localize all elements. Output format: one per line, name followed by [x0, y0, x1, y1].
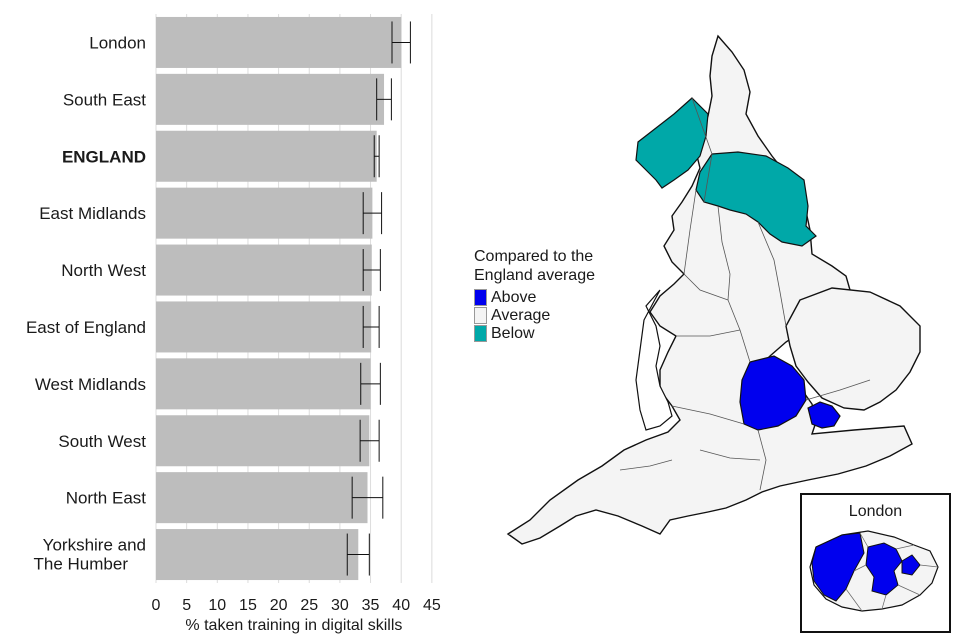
x-tick-label-2: 10 — [208, 597, 226, 614]
category-label-0: London — [89, 33, 146, 52]
bar-chart: London South East ENGLAND East Midlands Nort… — [26, 14, 441, 634]
x-tick-label-8: 40 — [392, 597, 410, 614]
bar-7 — [156, 415, 370, 467]
map-wales-gap — [635, 289, 673, 431]
legend-item-average: Average — [474, 306, 595, 324]
category-label-9: Yorkshire and The Humber — [34, 536, 146, 574]
category-label-3: East Midlands — [39, 204, 146, 223]
legend-title: Compared to the England average — [474, 247, 595, 285]
england-map — [506, 34, 921, 545]
legend-label-below: Below — [491, 324, 535, 342]
bar-2 — [156, 130, 377, 182]
bar-3 — [156, 187, 373, 239]
x-tick-label-4: 20 — [270, 597, 288, 614]
bar-6 — [156, 358, 371, 410]
category-label-1: South East — [63, 90, 146, 109]
bar-0 — [156, 16, 402, 68]
legend-label-average: Average — [491, 306, 551, 324]
x-tick-label-3: 15 — [239, 597, 257, 614]
london-inset-map: London — [800, 493, 951, 633]
legend-item-above: Above — [474, 288, 595, 306]
category-label-6: West Midlands — [35, 375, 146, 394]
x-tick-label-9: 45 — [423, 597, 441, 614]
x-tick-label-6: 30 — [331, 597, 349, 614]
map-region-above-london — [807, 401, 841, 429]
bar-5 — [156, 301, 372, 353]
x-tick-label-7: 35 — [362, 597, 380, 614]
legend-swatch-average — [474, 306, 487, 324]
inset-title: London — [848, 503, 903, 520]
legend-title-line1: Compared to the — [474, 248, 594, 265]
x-tick-label-5: 25 — [300, 597, 318, 614]
bar-9 — [156, 529, 359, 581]
x-tick-label-1: 5 — [182, 597, 191, 614]
category-label-7: South West — [58, 432, 146, 451]
map-legend: Compared to the England average Above Av… — [474, 247, 595, 342]
map-internal-borders — [619, 97, 871, 491]
map-east-anglia — [785, 287, 921, 411]
category-label-5: East of England — [26, 318, 146, 337]
legend-label-above: Above — [491, 288, 537, 306]
legend-swatch-above — [474, 288, 487, 306]
map-region-north-west — [635, 97, 709, 189]
bar-1 — [156, 73, 385, 125]
london-inset-svg — [809, 530, 939, 612]
category-label-8: North East — [66, 489, 147, 508]
legend-swatch-below — [474, 324, 487, 342]
london-above-south — [901, 554, 921, 576]
category-label-4: North West — [61, 261, 146, 280]
legend-title-line2: England average — [474, 267, 595, 284]
x-axis-title: % taken training in digital skills — [185, 617, 402, 634]
category-label-2: ENGLAND — [62, 147, 146, 166]
map-region-above-west — [739, 355, 807, 431]
legend-item-below: Below — [474, 324, 595, 342]
bar-4 — [156, 244, 372, 296]
x-tick-label-0: 0 — [152, 597, 161, 614]
bar-8 — [156, 472, 368, 524]
